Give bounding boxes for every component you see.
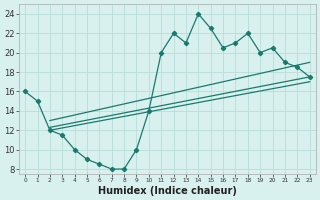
X-axis label: Humidex (Indice chaleur): Humidex (Indice chaleur) [98, 186, 237, 196]
